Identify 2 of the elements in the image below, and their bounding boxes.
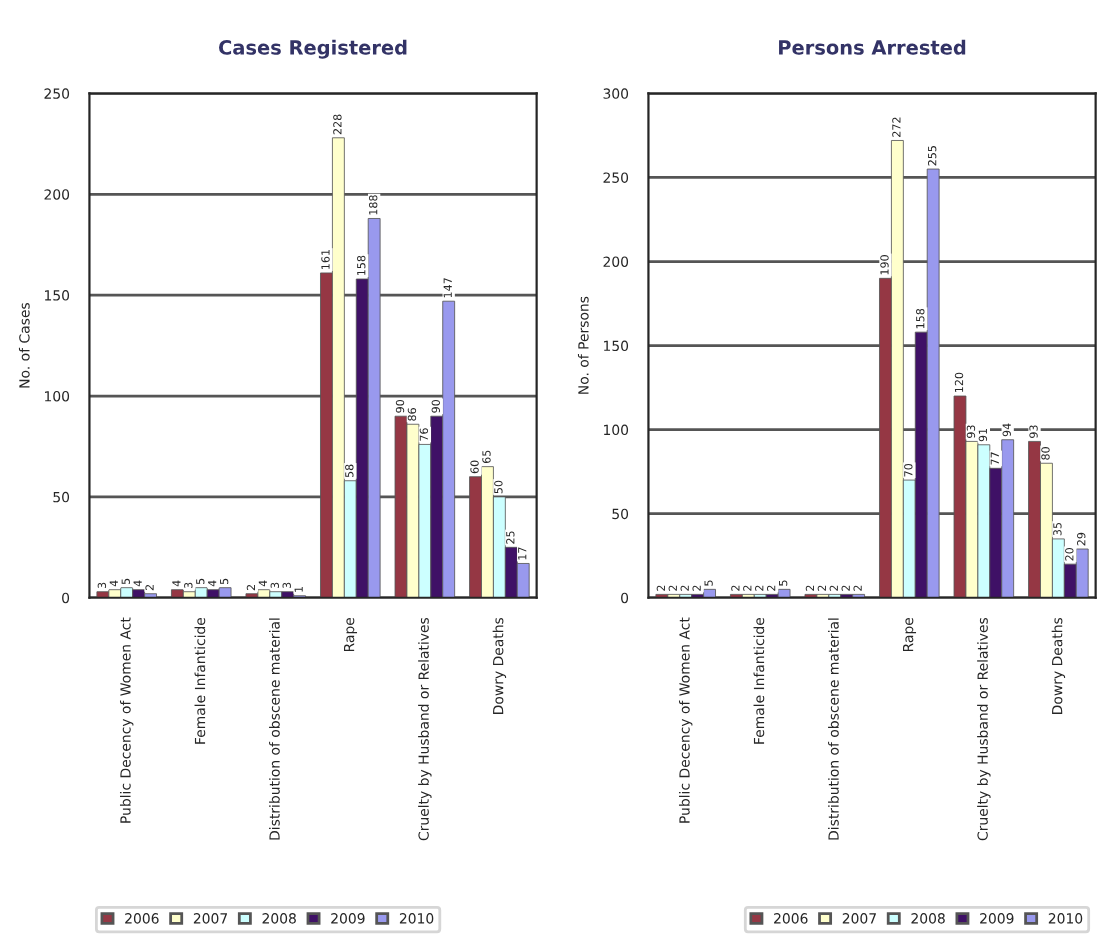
chart-title: Persons Arrested — [779, 39, 966, 55]
chart-title: Cases Registered — [219, 39, 407, 59]
